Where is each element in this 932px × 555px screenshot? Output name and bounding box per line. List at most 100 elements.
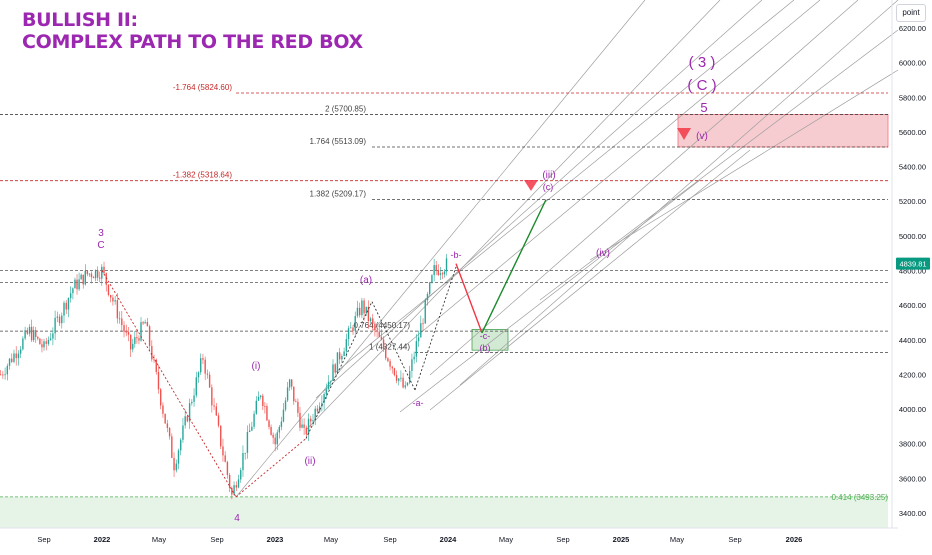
candle-body (4, 374, 6, 376)
candle-body (291, 379, 293, 387)
wave-label-5: 5 (700, 100, 707, 115)
scale-mode-button[interactable]: point (896, 4, 926, 22)
projection-leg-down (455, 263, 483, 334)
candle-body (188, 403, 191, 422)
candle-body (138, 338, 140, 341)
candle-body (96, 270, 99, 278)
fib-level-label: 1 (4327.44) (369, 342, 410, 351)
candle-body (352, 327, 354, 331)
candle-body (369, 318, 372, 322)
candle-body (0, 374, 2, 376)
wave-label-ii: (ii) (304, 456, 315, 467)
candle-body (54, 317, 56, 334)
y-tick-label: 6200.00 (899, 24, 926, 33)
candle-body (391, 366, 393, 369)
x-tick-label: 2023 (267, 535, 284, 544)
wave-label-degree-3: ( 3 ) (689, 54, 716, 71)
wave-label-3: 3 (98, 228, 104, 239)
candle-body (197, 372, 200, 378)
x-axis: Sep 2022 May Sep 2023 May Sep 2024 May Sep 2025 May… (0, 527, 898, 544)
candle-body (94, 270, 97, 279)
candle-body (237, 479, 240, 488)
fib-level-label: 0.414 (3493.25) (832, 493, 889, 502)
y-tick-label: 5200.00 (899, 197, 926, 206)
candle-body (13, 353, 15, 362)
channel-line (539, 29, 899, 301)
wave-dotted-line (235, 438, 307, 498)
candle-body (354, 316, 356, 331)
candle-body (431, 275, 433, 283)
channel-line (305, 0, 721, 431)
candle-body (112, 297, 114, 302)
candle-body (90, 273, 93, 278)
candle-body (28, 326, 31, 334)
candle-body (151, 346, 153, 360)
wave-dotted-line (371, 301, 416, 391)
x-tick-label: Sep (37, 535, 50, 544)
x-tick-label: Sep (210, 535, 223, 544)
wave-label-minus-c: -c- (480, 331, 491, 341)
candle-body (164, 413, 166, 424)
wave-dotted-line (414, 266, 457, 391)
candle-body (343, 351, 345, 357)
candle-body (204, 359, 206, 374)
wave-label-iii: (iii) (542, 170, 555, 181)
candle-body (103, 266, 105, 274)
candle-body (268, 420, 270, 427)
candle-body (211, 387, 213, 406)
target-zone-green (471, 328, 509, 351)
candle-body (385, 348, 387, 359)
x-tick-label: 2024 (440, 535, 458, 544)
wave-label-b: (b) (480, 343, 491, 353)
candle-body (253, 413, 255, 427)
candle-body (148, 326, 151, 347)
candle-body (173, 457, 175, 471)
channel-line (429, 0, 859, 376)
candle-body (400, 377, 402, 379)
candle-body (69, 293, 72, 299)
candle-body (445, 258, 448, 272)
wave-dotted-paths (101, 266, 457, 498)
candle-body (2, 374, 4, 376)
candle-body (80, 274, 82, 280)
candle-body (202, 358, 204, 360)
fib-level-label: -1.764 (5824.60) (173, 83, 232, 92)
candle-body (58, 316, 61, 324)
candle-body (72, 288, 74, 294)
candle-body (168, 427, 171, 437)
x-tick-label: Sep (728, 535, 741, 544)
candle-body (266, 406, 268, 421)
y-tick-label: 4600.00 (899, 301, 926, 310)
candle-body (402, 377, 404, 388)
x-tick-label: Sep (556, 535, 569, 544)
candle-body (420, 323, 422, 338)
candle-body (39, 338, 41, 345)
candle-body (123, 325, 125, 332)
candle-body (105, 273, 107, 285)
x-tick-label: 2026 (786, 535, 803, 544)
candle-body (422, 323, 424, 325)
candle-body (8, 358, 11, 366)
candle-body (67, 298, 70, 310)
candle-body (235, 485, 237, 488)
candle-body (278, 426, 281, 433)
channel-line (315, 0, 763, 399)
candle-body (318, 406, 321, 412)
candle-body (393, 368, 396, 376)
candle-body (155, 359, 157, 372)
candle-body (65, 302, 67, 310)
title-line-1: BULLISH II: (22, 9, 138, 31)
wave-label-a: (a) (360, 275, 372, 286)
candle-body (56, 316, 59, 318)
y-axis: 6200.00 6000.00 5800.00 5600.00 5400.00 5200.… (891, 0, 926, 528)
candle-body (15, 353, 17, 359)
y-tick-label: 5800.00 (899, 93, 926, 102)
wave-label-i: (i) (252, 361, 261, 372)
last-price-label: 4839.81 (899, 260, 926, 269)
x-tick-label: Sep (383, 535, 396, 544)
x-tick-label: May (670, 535, 684, 544)
candle-body (47, 339, 50, 344)
candle-body (336, 352, 339, 373)
title-line-2: COMPLEX PATH TO THE RED BOX (22, 31, 363, 53)
